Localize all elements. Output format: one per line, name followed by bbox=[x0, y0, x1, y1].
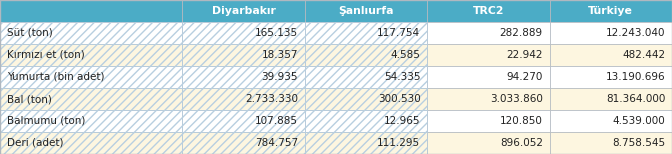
Bar bbox=[304, 22, 427, 44]
Bar bbox=[0, 66, 182, 88]
Bar bbox=[0, 132, 182, 154]
Bar bbox=[304, 44, 427, 66]
Text: 282.889: 282.889 bbox=[500, 28, 543, 38]
Bar bbox=[0, 132, 182, 154]
Text: 111.295: 111.295 bbox=[377, 138, 421, 148]
Bar bbox=[0, 44, 182, 66]
Text: 2.733.330: 2.733.330 bbox=[245, 94, 298, 104]
Bar bbox=[0, 88, 182, 110]
Bar bbox=[0, 0, 182, 22]
Text: 896.052: 896.052 bbox=[500, 138, 543, 148]
Bar bbox=[304, 66, 427, 88]
Bar bbox=[0, 22, 182, 44]
Text: 18.357: 18.357 bbox=[261, 50, 298, 60]
Text: 107.885: 107.885 bbox=[255, 116, 298, 126]
Bar bbox=[304, 132, 427, 154]
Bar bbox=[427, 0, 550, 22]
Text: 54.335: 54.335 bbox=[384, 72, 421, 82]
Text: 81.364.000: 81.364.000 bbox=[606, 94, 665, 104]
Bar bbox=[304, 0, 427, 22]
Text: 39.935: 39.935 bbox=[261, 72, 298, 82]
Text: 117.754: 117.754 bbox=[377, 28, 421, 38]
Text: TRC2: TRC2 bbox=[472, 6, 504, 16]
Bar bbox=[182, 132, 304, 154]
Bar bbox=[427, 110, 550, 132]
Bar bbox=[182, 88, 304, 110]
Text: 300.530: 300.530 bbox=[378, 94, 421, 104]
Bar bbox=[304, 88, 427, 110]
Text: 4.539.000: 4.539.000 bbox=[613, 116, 665, 126]
Bar bbox=[0, 110, 182, 132]
Bar bbox=[182, 66, 304, 88]
Text: Balmumu (ton): Balmumu (ton) bbox=[7, 116, 85, 126]
Bar bbox=[304, 22, 427, 44]
Text: Şanlıurfa: Şanlıurfa bbox=[338, 6, 394, 16]
Bar bbox=[304, 88, 427, 110]
Bar bbox=[304, 132, 427, 154]
Bar bbox=[0, 44, 182, 66]
Bar bbox=[0, 66, 182, 88]
Text: 165.135: 165.135 bbox=[255, 28, 298, 38]
Bar bbox=[304, 66, 427, 88]
Bar bbox=[550, 132, 672, 154]
Text: 8.758.545: 8.758.545 bbox=[612, 138, 665, 148]
Text: 12.243.040: 12.243.040 bbox=[605, 28, 665, 38]
Bar bbox=[182, 44, 304, 66]
Bar bbox=[182, 88, 304, 110]
Bar bbox=[304, 44, 427, 66]
Bar bbox=[550, 22, 672, 44]
Bar bbox=[182, 132, 304, 154]
Text: 482.442: 482.442 bbox=[622, 50, 665, 60]
Bar bbox=[182, 110, 304, 132]
Bar bbox=[182, 44, 304, 66]
Bar bbox=[182, 22, 304, 44]
Bar bbox=[0, 88, 182, 110]
Text: 4.585: 4.585 bbox=[390, 50, 421, 60]
Bar bbox=[427, 66, 550, 88]
Text: Yumurta (bin adet): Yumurta (bin adet) bbox=[7, 72, 104, 82]
Text: Diyarbakır: Diyarbakır bbox=[212, 6, 276, 16]
Text: 784.757: 784.757 bbox=[255, 138, 298, 148]
Bar bbox=[427, 88, 550, 110]
Bar bbox=[550, 66, 672, 88]
Bar bbox=[427, 132, 550, 154]
Text: 13.190.696: 13.190.696 bbox=[605, 72, 665, 82]
Bar bbox=[427, 22, 550, 44]
Bar bbox=[427, 44, 550, 66]
Text: 22.942: 22.942 bbox=[506, 50, 543, 60]
Bar bbox=[550, 88, 672, 110]
Bar bbox=[182, 0, 304, 22]
Text: Bal (ton): Bal (ton) bbox=[7, 94, 52, 104]
Text: 12.965: 12.965 bbox=[384, 116, 421, 126]
Text: Deri (adet): Deri (adet) bbox=[7, 138, 63, 148]
Bar bbox=[182, 110, 304, 132]
Bar bbox=[304, 110, 427, 132]
Bar bbox=[0, 22, 182, 44]
Bar bbox=[550, 44, 672, 66]
Text: Süt (ton): Süt (ton) bbox=[7, 28, 52, 38]
Text: Kırmızı et (ton): Kırmızı et (ton) bbox=[7, 50, 85, 60]
Bar bbox=[550, 110, 672, 132]
Text: 120.850: 120.850 bbox=[500, 116, 543, 126]
Text: 94.270: 94.270 bbox=[507, 72, 543, 82]
Bar bbox=[0, 110, 182, 132]
Text: 3.033.860: 3.033.860 bbox=[490, 94, 543, 104]
Text: Türkiye: Türkiye bbox=[589, 6, 633, 16]
Bar bbox=[304, 110, 427, 132]
Bar bbox=[182, 66, 304, 88]
Bar bbox=[182, 22, 304, 44]
Bar bbox=[550, 0, 672, 22]
